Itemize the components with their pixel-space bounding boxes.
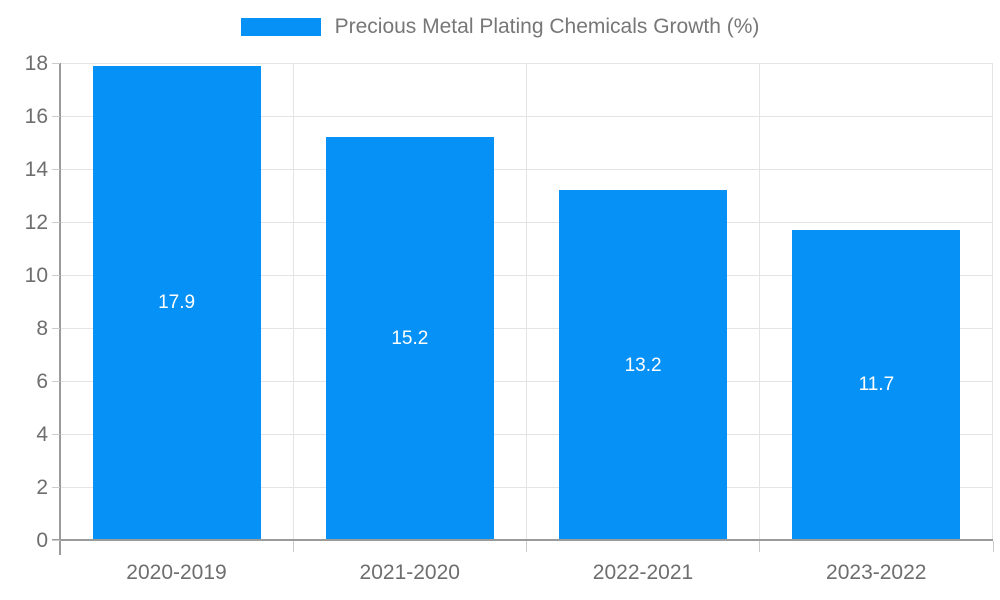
x-axis-tick-label: 2021-2020 <box>359 561 460 584</box>
y-axis-tick-4 <box>52 434 60 435</box>
y-axis-tick-label: 6 <box>36 369 48 393</box>
y-axis-line <box>59 63 61 555</box>
y-axis-tick-label: 14 <box>24 157 48 181</box>
y-axis-tick-0 <box>52 540 60 541</box>
y-axis-tick-2 <box>52 487 60 488</box>
y-axis-tick-12 <box>52 222 60 223</box>
gridline-x-4 <box>992 63 993 540</box>
y-axis-tick-16 <box>52 116 60 117</box>
y-axis-tick-10 <box>52 275 60 276</box>
y-axis-tick-label: 2 <box>36 475 48 499</box>
bar-2023-2022: 11.7 <box>792 229 961 540</box>
y-axis-tick-label: 10 <box>24 263 48 287</box>
y-axis-tick-label: 16 <box>24 104 48 128</box>
bar-value-label: 15.2 <box>391 328 429 350</box>
x-axis-tick-2 <box>526 541 527 552</box>
gridline-x-1 <box>292 63 294 540</box>
y-axis-tick-label: 18 <box>24 51 48 75</box>
legend-label: Precious Metal Plating Chemicals Growth … <box>334 15 760 38</box>
plot-area: 17.9 15.2 13.2 11.7 <box>60 63 993 540</box>
y-axis-tick-label: 12 <box>24 210 48 234</box>
y-axis-tick-label: 4 <box>36 422 48 446</box>
x-axis-tick-label: 2023-2022 <box>826 561 927 584</box>
x-axis-line <box>52 539 993 541</box>
y-axis-tick-14 <box>52 169 60 170</box>
bar-value-label: 17.9 <box>158 292 196 314</box>
legend-swatch <box>240 17 321 36</box>
y-axis-tick-label: 8 <box>36 316 48 340</box>
bar-value-label: 13.2 <box>624 354 662 376</box>
y-axis-tick-18 <box>52 63 60 64</box>
y-axis-tick-label: 0 <box>36 528 48 552</box>
y-axis-tick-6 <box>52 381 60 382</box>
bar-2021-2020: 15.2 <box>325 137 494 540</box>
x-axis-tick-label: 2020-2019 <box>126 561 227 584</box>
x-axis-tick-3 <box>759 541 761 552</box>
gridline-y-18 <box>60 63 993 64</box>
x-axis-tick-4 <box>992 541 994 552</box>
chart-legend: Precious Metal Plating Chemicals Growth … <box>0 14 1000 39</box>
y-axis-tick-8 <box>52 328 60 329</box>
x-axis-tick-1 <box>292 541 294 552</box>
bar-2020-2019: 17.9 <box>92 65 261 540</box>
bar-value-label: 11.7 <box>858 374 895 396</box>
x-axis-tick-label: 2022-2021 <box>592 561 694 584</box>
gridline-x-2 <box>526 63 527 540</box>
bar-2022-2021: 13.2 <box>559 190 728 540</box>
gridline-x-3 <box>759 63 761 540</box>
